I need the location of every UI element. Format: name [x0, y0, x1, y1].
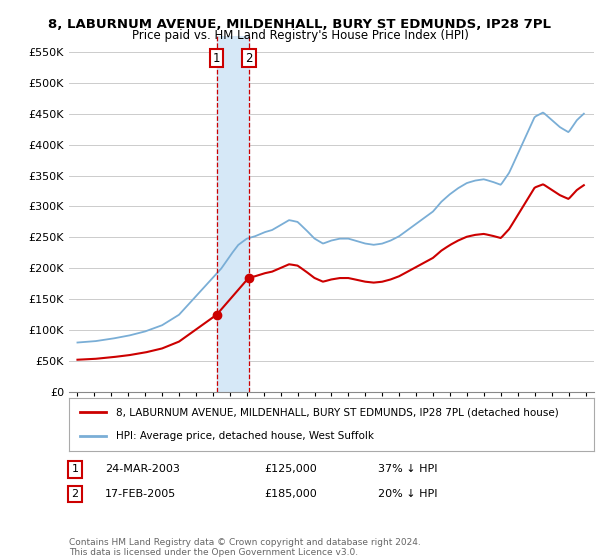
Text: 2: 2 — [245, 52, 253, 64]
Text: 1: 1 — [213, 52, 220, 64]
Text: 8, LABURNUM AVENUE, MILDENHALL, BURY ST EDMUNDS, IP28 7PL (detached house): 8, LABURNUM AVENUE, MILDENHALL, BURY ST … — [116, 408, 559, 418]
Text: 8, LABURNUM AVENUE, MILDENHALL, BURY ST EDMUNDS, IP28 7PL: 8, LABURNUM AVENUE, MILDENHALL, BURY ST … — [49, 18, 551, 31]
Text: 2: 2 — [71, 489, 79, 499]
Text: HPI: Average price, detached house, West Suffolk: HPI: Average price, detached house, West… — [116, 431, 374, 441]
Text: 37% ↓ HPI: 37% ↓ HPI — [378, 464, 437, 474]
Text: Contains HM Land Registry data © Crown copyright and database right 2024.
This d: Contains HM Land Registry data © Crown c… — [69, 538, 421, 557]
Text: 24-MAR-2003: 24-MAR-2003 — [105, 464, 180, 474]
Bar — [217, 36, 249, 392]
Text: £185,000: £185,000 — [264, 489, 317, 499]
Text: £125,000: £125,000 — [264, 464, 317, 474]
Text: Price paid vs. HM Land Registry's House Price Index (HPI): Price paid vs. HM Land Registry's House … — [131, 29, 469, 42]
Text: 1: 1 — [71, 464, 79, 474]
Text: 17-FEB-2005: 17-FEB-2005 — [105, 489, 176, 499]
Text: 20% ↓ HPI: 20% ↓ HPI — [378, 489, 437, 499]
